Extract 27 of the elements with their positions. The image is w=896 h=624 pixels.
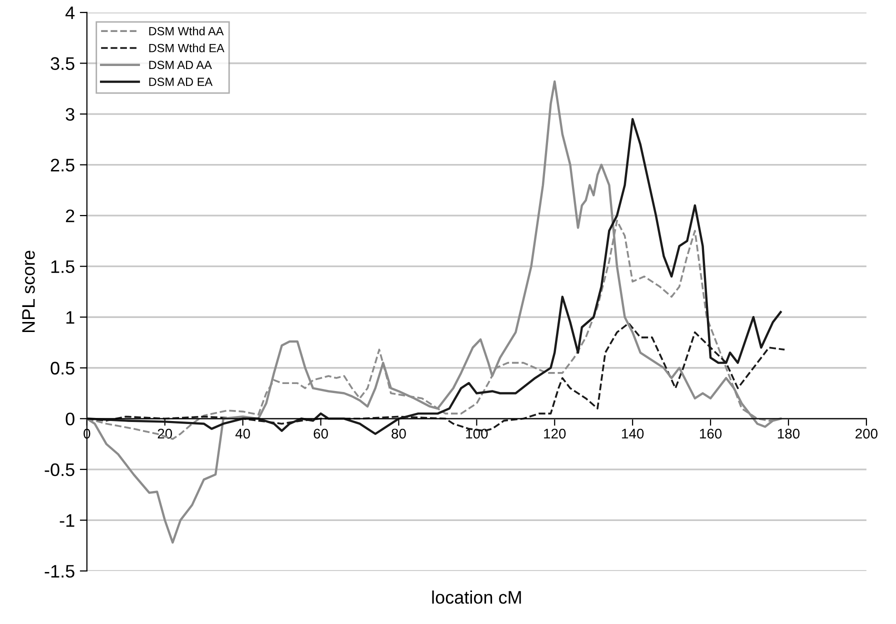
legend-label: DSM AD EA	[149, 78, 213, 86]
y-tick-label: -1	[60, 514, 74, 527]
x-tick-label: 40	[235, 428, 250, 439]
legend-label: DSM Wthd EA	[149, 44, 224, 52]
x-tick-label: 160	[700, 428, 722, 439]
y-tick-label: 1.5	[51, 260, 74, 274]
x-tick-label: 20	[158, 428, 172, 439]
x-tick-label: 80	[392, 428, 406, 439]
y-tick-label: 1	[66, 311, 74, 324]
y-tick-label: -1.5	[44, 565, 74, 578]
legend-label: DSM AD AA	[149, 60, 212, 70]
x-tick-label: 200	[856, 428, 878, 439]
y-tick-label: -0.5	[44, 463, 74, 476]
y-tick-label: 2	[66, 210, 74, 222]
y-tick-label: 0.5	[50, 362, 74, 375]
x-tick-label: 60	[314, 428, 328, 439]
y-tick-label: 2.5	[50, 158, 74, 172]
x-tick-label: 180	[778, 428, 800, 439]
y-tick-label: 3.5	[50, 57, 74, 70]
x-tick-label: 120	[544, 428, 566, 439]
legend-label: DSM Wthd AA	[149, 26, 224, 36]
y-tick-label: 4	[65, 6, 75, 20]
y-tick-label: 0	[66, 412, 74, 426]
y-tick-label: 3	[66, 108, 74, 121]
x-axis-title: location cM	[432, 590, 521, 604]
y-axis-title: NPL score	[22, 250, 35, 332]
x-tick-label: 140	[622, 428, 644, 439]
